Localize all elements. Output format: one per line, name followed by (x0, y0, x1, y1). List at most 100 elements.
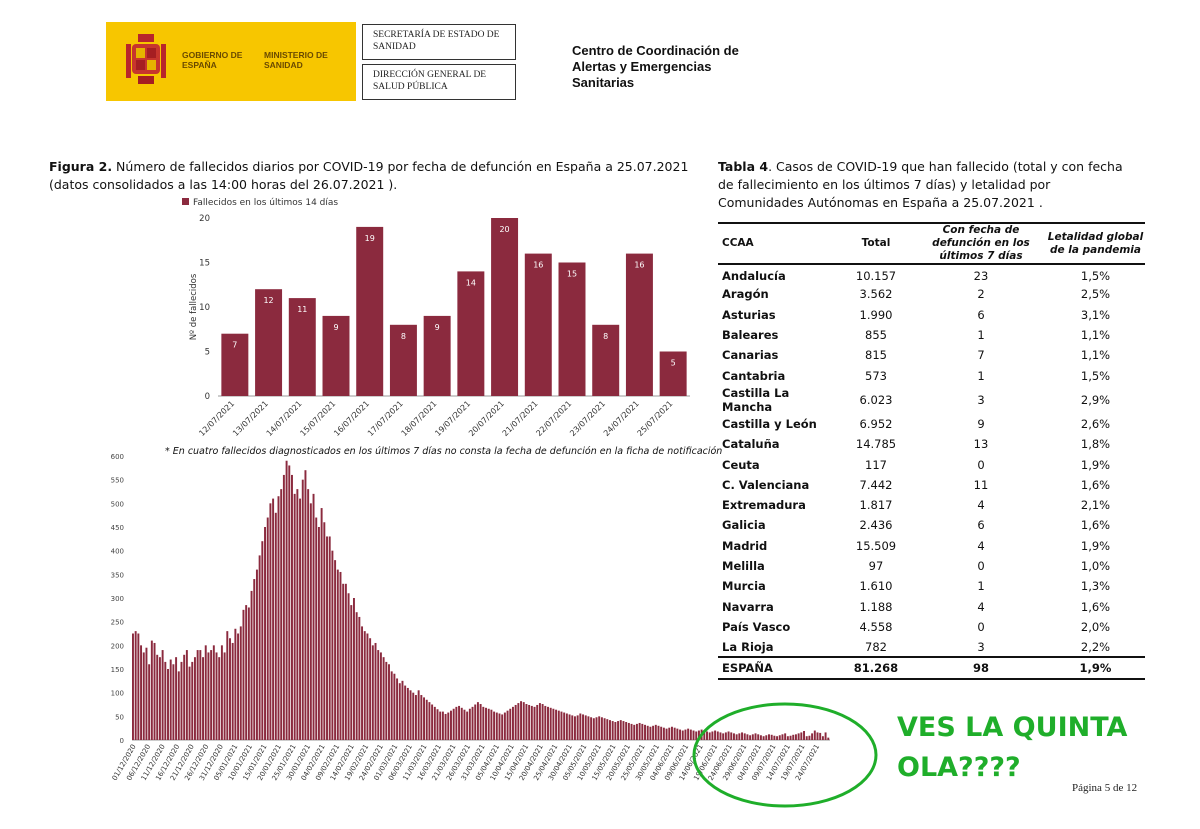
bar (495, 712, 498, 740)
annotation-text: VES LA QUINTA OLA???? (897, 708, 1157, 788)
bar (406, 687, 409, 740)
bar (619, 720, 622, 740)
bar (444, 713, 447, 740)
bar (501, 714, 504, 740)
y-tick-label: 5 (205, 348, 210, 358)
highlight-circle (692, 702, 878, 808)
bar (821, 736, 824, 740)
header-ccaa: CCAA (718, 222, 836, 265)
bar (662, 727, 665, 740)
table-row: Asturias 1.990 6 3,1% (718, 305, 1145, 325)
bar (703, 730, 706, 740)
bar (404, 685, 407, 740)
cell-letalidad: 2,6% (1080, 416, 1111, 431)
cell-last7: 2 (977, 287, 985, 302)
bar (622, 721, 625, 740)
bar (724, 732, 727, 740)
figure-label: Figura 2. (49, 159, 113, 174)
bar (735, 734, 738, 740)
bar (803, 731, 805, 740)
bar (730, 732, 733, 740)
cell-last7: 11 (973, 477, 989, 492)
table-row: Castilla La Mancha 6.023 3 2,9% (718, 386, 1145, 414)
bar (452, 708, 455, 740)
cell-ccaa: C. Valenciana (722, 477, 810, 492)
legend-label: Fallecidos en los últimos 14 días (193, 198, 338, 208)
cell-last7: 6 (977, 307, 985, 322)
bar (485, 707, 487, 740)
bar-value-label: 8 (603, 332, 608, 341)
bar (827, 737, 830, 740)
bar (164, 661, 167, 740)
bar (261, 541, 264, 740)
table-row: Andalucía 10.157 23 1,5% (718, 264, 1145, 284)
bar (441, 711, 444, 740)
bar (544, 705, 547, 740)
y-tick-label: 200 (111, 642, 124, 650)
chart-last-14-days: Fallecidos en los últimos 14 días Nº de f… (182, 198, 690, 438)
bar (558, 262, 586, 396)
secretaria-box: SECRETARÍA DE ESTADO DE SANIDAD (362, 24, 516, 60)
bar (339, 571, 342, 740)
bar (786, 736, 789, 740)
bar (215, 652, 218, 740)
y-tick-label: 250 (111, 619, 124, 627)
bar (269, 503, 272, 740)
bar (587, 716, 590, 740)
bar (757, 734, 760, 740)
bar (625, 722, 628, 740)
bar (824, 732, 827, 740)
bar (358, 616, 361, 740)
bar (320, 508, 323, 740)
bar (536, 704, 539, 740)
cell-letalidad: 2,0% (1080, 619, 1111, 634)
bar (264, 527, 266, 740)
bar-value-label: 9 (435, 323, 440, 332)
cell-total: 117 (865, 457, 887, 472)
bar (382, 657, 385, 740)
y-tick-label: 600 (111, 453, 124, 461)
bar (132, 633, 134, 740)
bar (590, 717, 593, 740)
bar (328, 536, 331, 740)
cell-last7: 9 (977, 416, 985, 431)
bar (716, 731, 719, 740)
bar (816, 732, 819, 740)
y-tick-label: 400 (111, 548, 124, 556)
bar (447, 712, 450, 740)
direccion-box: DIRECCIÓN GENERAL DE SALUD PÚBLICA (362, 64, 516, 100)
bar-value-label: 8 (401, 332, 406, 341)
bar (708, 732, 711, 740)
bar (466, 711, 469, 740)
bar-value-label: 16 (533, 261, 543, 270)
cell-letalidad: 2,1% (1080, 498, 1111, 513)
cell-total: 97 (868, 559, 884, 573)
bar (417, 690, 420, 740)
table-row: Navarra 1.188 4 1,6% (718, 596, 1145, 616)
bar (366, 633, 369, 740)
bar (356, 226, 384, 396)
bar (142, 652, 145, 740)
cell-last7: 3 (977, 639, 985, 654)
total-last7: 98 (916, 656, 1046, 681)
bar (280, 489, 283, 740)
bar (697, 730, 700, 740)
bar (649, 726, 652, 740)
y-axis-label: Nº de fallecidos (189, 273, 199, 340)
bar (746, 734, 749, 740)
bar (196, 650, 199, 740)
table-row: C. Valenciana 7.442 11 1,6% (718, 475, 1145, 495)
bar (396, 678, 399, 740)
cell-total: 10.157 (855, 268, 897, 283)
bar (361, 626, 364, 740)
bar (350, 605, 353, 740)
cell-letalidad: 1,6% (1080, 599, 1111, 614)
table-total-row: ESPAÑA 81.268 98 1,9% (718, 656, 1145, 681)
ministerio-text: MINISTERIO DE SANIDAD (264, 50, 328, 70)
bar (676, 728, 679, 740)
cell-total: 7.442 (859, 477, 893, 492)
bar (137, 633, 140, 740)
cell-ccaa: Canarias (722, 348, 779, 363)
table-row: Cataluña 14.785 13 1,8% (718, 434, 1145, 454)
bar (584, 715, 587, 740)
